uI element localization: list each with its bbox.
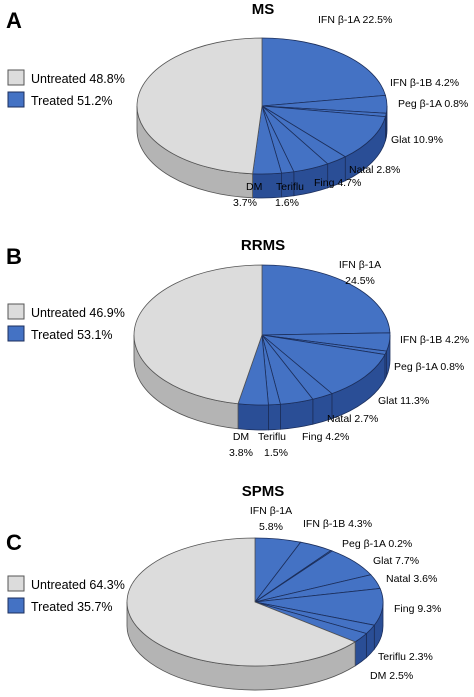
legend-swatch-untreated xyxy=(7,575,25,592)
legend-label-treated: Treated 53.1% xyxy=(31,328,113,342)
legend-label-untreated: Untreated 48.8% xyxy=(31,72,125,86)
legend: Untreated 46.9% Treated 53.1% xyxy=(7,303,125,342)
legend: Untreated 48.8% Treated 51.2% xyxy=(7,69,125,108)
panel-letter: C xyxy=(6,530,22,555)
pie-panel-b: B RRMS IFN β-1A 24.5% IFN β-1B 4.2% Peg β-1A … xyxy=(6,237,469,459)
pie-slice-ifn-beta-1a xyxy=(261,264,391,336)
chart-title: RRMS xyxy=(241,237,285,254)
legend-swatch-treated xyxy=(7,325,25,342)
slice-label-natal: Natal 2.8% xyxy=(349,164,400,176)
slice-label-ifn-beta-1a: IFN β-1A 5.8% xyxy=(250,505,292,533)
slice-label-ifn-beta-1a-line-2: 24.5% xyxy=(345,275,375,287)
slice-label-teriflu-line-1: Teriflu xyxy=(258,431,286,443)
legend: Untreated 64.3% Treated 35.7% xyxy=(7,575,125,614)
slice-label-teriflu: Teriflu 1.5% xyxy=(258,431,288,459)
slice-label-ifn-beta-1b: IFN β-1B 4.2% xyxy=(400,334,469,346)
pie-side-walls xyxy=(136,105,388,199)
slice-label-teriflu-line-1: Teriflu xyxy=(276,181,304,193)
pie-slice-ifn-beta-1a xyxy=(261,37,386,107)
panel-letter: B xyxy=(6,244,22,269)
slice-label-ifn-beta-1a: IFN β-1A 22.5% xyxy=(318,14,392,26)
legend-label-untreated: Untreated 46.9% xyxy=(31,306,125,320)
pie-panel-a: A MS IFN β-1A 22.5% IFN β-1B 4.2% Peg β-1A 0… xyxy=(6,1,468,209)
slice-label-dm-line-2: 3.7% xyxy=(233,197,257,209)
slice-label-fing: Fing 9.3% xyxy=(394,603,441,615)
pie-top-face xyxy=(126,537,384,667)
slice-label-peg-beta-1a: Peg β-1A 0.2% xyxy=(342,538,412,550)
slice-label-ifn-beta-1b: IFN β-1B 4.3% xyxy=(303,518,372,530)
pie-slice-glat xyxy=(260,334,386,395)
slice-label-ifn-beta-1a: IFN β-1A 24.5% xyxy=(339,259,381,287)
slice-label-dm: DM 2.5% xyxy=(370,670,413,682)
slice-label-natal: Natal 2.7% xyxy=(327,413,378,425)
legend-label-treated: Treated 51.2% xyxy=(31,94,113,108)
pie-panel-c: C SPMS IFN β-1A 5.8% IFN β-1B 4.3% Peg β-1A 0… xyxy=(6,483,441,691)
slice-label-dm-line-2: 3.8% xyxy=(229,447,253,459)
slice-label-dm-line-1: DM xyxy=(246,181,262,193)
slice-label-ifn-beta-1a-line-2: 5.8% xyxy=(259,521,283,533)
legend-label-treated: Treated 35.7% xyxy=(31,600,113,614)
pie-slice-untreated xyxy=(133,264,263,405)
slice-label-teriflu-line-2: 1.5% xyxy=(264,447,288,459)
slice-label-dm-line-1: DM xyxy=(233,431,249,443)
legend-swatch-treated xyxy=(7,91,25,108)
slice-label-fing: Fing 4.7% xyxy=(314,177,361,189)
slice-label-glat: Glat 10.9% xyxy=(391,134,443,146)
legend-swatch-treated xyxy=(7,597,25,614)
pie-side-treated xyxy=(237,403,269,431)
slice-label-glat: Glat 11.3% xyxy=(378,395,429,407)
pie-side-walls xyxy=(133,334,391,431)
legend-swatch-untreated xyxy=(7,69,25,86)
slice-label-teriflu-line-2: 1.6% xyxy=(275,197,299,209)
pie-slice-untreated xyxy=(136,37,263,175)
pie-side-walls xyxy=(126,601,384,691)
pie-slice-untreated xyxy=(126,537,357,667)
pie-top-face xyxy=(133,264,391,406)
slice-label-ifn-beta-1a-line-1: IFN β-1A xyxy=(339,259,381,271)
slice-label-dm: DM 3.7% xyxy=(233,181,262,209)
slice-label-fing: Fing 4.2% xyxy=(302,431,349,443)
chart-title: MS xyxy=(252,1,275,18)
slice-label-peg-beta-1a: Peg β-1A 0.8% xyxy=(394,361,464,373)
slice-label-ifn-beta-1b: IFN β-1B 4.2% xyxy=(390,77,459,89)
pie-slice-glat xyxy=(261,105,386,158)
panel-letter: A xyxy=(6,8,22,33)
slice-label-teriflu: Teriflu 2.3% xyxy=(378,651,433,663)
legend-label-untreated: Untreated 64.3% xyxy=(31,578,125,592)
pie-top-face xyxy=(136,37,388,175)
slice-label-peg-beta-1a: Peg β-1A 0.8% xyxy=(398,98,468,110)
slice-label-ifn-beta-1a-line-1: IFN β-1A xyxy=(250,505,292,517)
chart-title: SPMS xyxy=(242,483,285,500)
slice-label-dm: DM 3.8% xyxy=(229,431,253,459)
legend-swatch-untreated xyxy=(7,303,25,320)
pie-side-treated xyxy=(268,403,281,431)
slice-label-natal: Natal 3.6% xyxy=(386,573,437,585)
slice-label-glat: Glat 7.7% xyxy=(373,555,419,567)
slice-label-teriflu: Teriflu 1.6% xyxy=(275,181,304,209)
